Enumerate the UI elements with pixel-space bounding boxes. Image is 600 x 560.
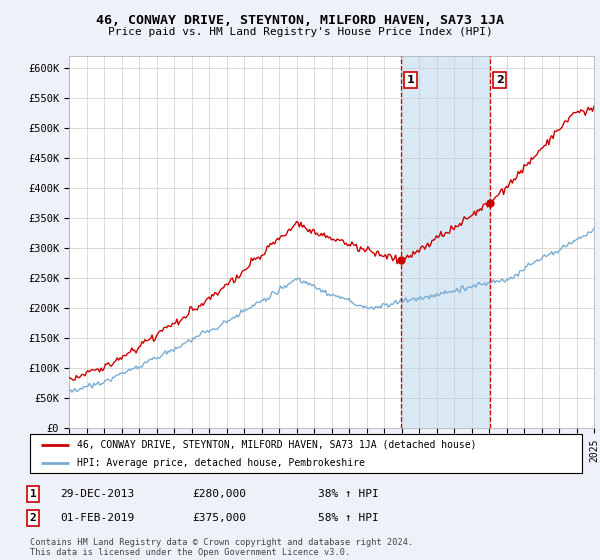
Text: HPI: Average price, detached house, Pembrokeshire: HPI: Average price, detached house, Pemb… xyxy=(77,458,365,468)
Text: 2: 2 xyxy=(496,75,503,85)
Text: 46, CONWAY DRIVE, STEYNTON, MILFORD HAVEN, SA73 1JA (detached house): 46, CONWAY DRIVE, STEYNTON, MILFORD HAVE… xyxy=(77,440,476,450)
Text: 29-DEC-2013: 29-DEC-2013 xyxy=(60,489,134,499)
Text: 38% ↑ HPI: 38% ↑ HPI xyxy=(318,489,379,499)
Text: 58% ↑ HPI: 58% ↑ HPI xyxy=(318,513,379,523)
Text: 46, CONWAY DRIVE, STEYNTON, MILFORD HAVEN, SA73 1JA: 46, CONWAY DRIVE, STEYNTON, MILFORD HAVE… xyxy=(96,14,504,27)
FancyBboxPatch shape xyxy=(30,434,582,473)
Text: 1: 1 xyxy=(29,489,37,499)
Text: 1: 1 xyxy=(406,75,414,85)
Text: £280,000: £280,000 xyxy=(192,489,246,499)
Text: Price paid vs. HM Land Registry's House Price Index (HPI): Price paid vs. HM Land Registry's House … xyxy=(107,27,493,37)
Bar xyxy=(401,56,490,428)
Text: £375,000: £375,000 xyxy=(192,513,246,523)
Text: 2: 2 xyxy=(29,513,37,523)
Text: 01-FEB-2019: 01-FEB-2019 xyxy=(60,513,134,523)
Text: Contains HM Land Registry data © Crown copyright and database right 2024.
This d: Contains HM Land Registry data © Crown c… xyxy=(30,538,413,557)
